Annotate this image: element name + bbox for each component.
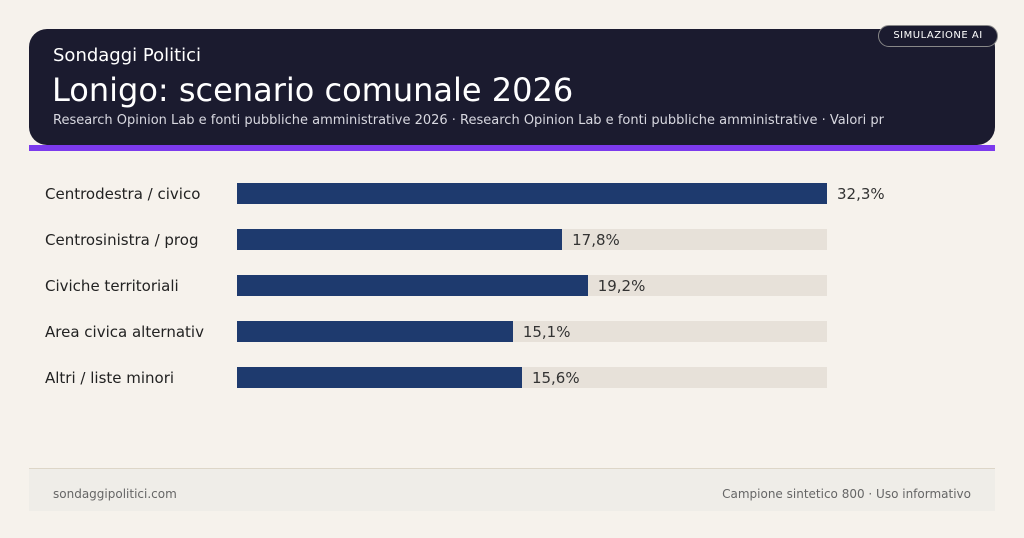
value-label: 17,8% (572, 231, 620, 249)
footer: sondaggipolitici.com Campione sintetico … (29, 468, 995, 511)
category-label: Altri / liste minori (45, 369, 175, 387)
value-label: 19,2% (597, 277, 646, 295)
footer-site: sondaggipolitici.com (53, 487, 177, 501)
header: Sondaggi Politici Lonigo: scenario comun… (29, 29, 995, 145)
value-label: 15,1% (522, 323, 571, 341)
bar-row: Civiche territoriali 19,2% (0, 275, 1024, 297)
bar (237, 367, 522, 388)
bar-track (237, 321, 827, 342)
value-label: 15,6% (531, 369, 580, 387)
bar-track (237, 367, 827, 388)
bar-row: Area civica alternativ 15,1% (0, 321, 1024, 343)
page-title: Lonigo: scenario comunale 2026 (52, 71, 574, 109)
category-label: Centrodestra / civico (45, 185, 201, 203)
bar (237, 183, 827, 204)
category-label: Area civica alternativ (45, 323, 204, 341)
bar-row: Centrosinistra / prog 17,8% (0, 229, 1024, 251)
bar-track (237, 183, 827, 204)
bar-row: Centrodestra / civico 32,3% (0, 183, 1024, 205)
bar-row: Altri / liste minori 15,6% (0, 367, 1024, 389)
value-label: 32,3% (837, 185, 885, 203)
bar-track (237, 229, 827, 250)
accent-stripe (29, 145, 995, 151)
subtitle: Research Opinion Lab e fonti pubbliche a… (53, 113, 884, 128)
simulation-badge: SIMULAZIONE AI (878, 25, 998, 47)
category-label: Civiche territoriali (45, 277, 179, 295)
bar-track (237, 275, 827, 296)
bar (237, 229, 563, 250)
footer-note: Campione sintetico 800 · Uso informativo (722, 487, 971, 501)
category-label: Centrosinistra / prog (45, 231, 199, 249)
bar (237, 321, 513, 342)
brand: Sondaggi Politici (53, 45, 202, 66)
bar (237, 275, 588, 296)
